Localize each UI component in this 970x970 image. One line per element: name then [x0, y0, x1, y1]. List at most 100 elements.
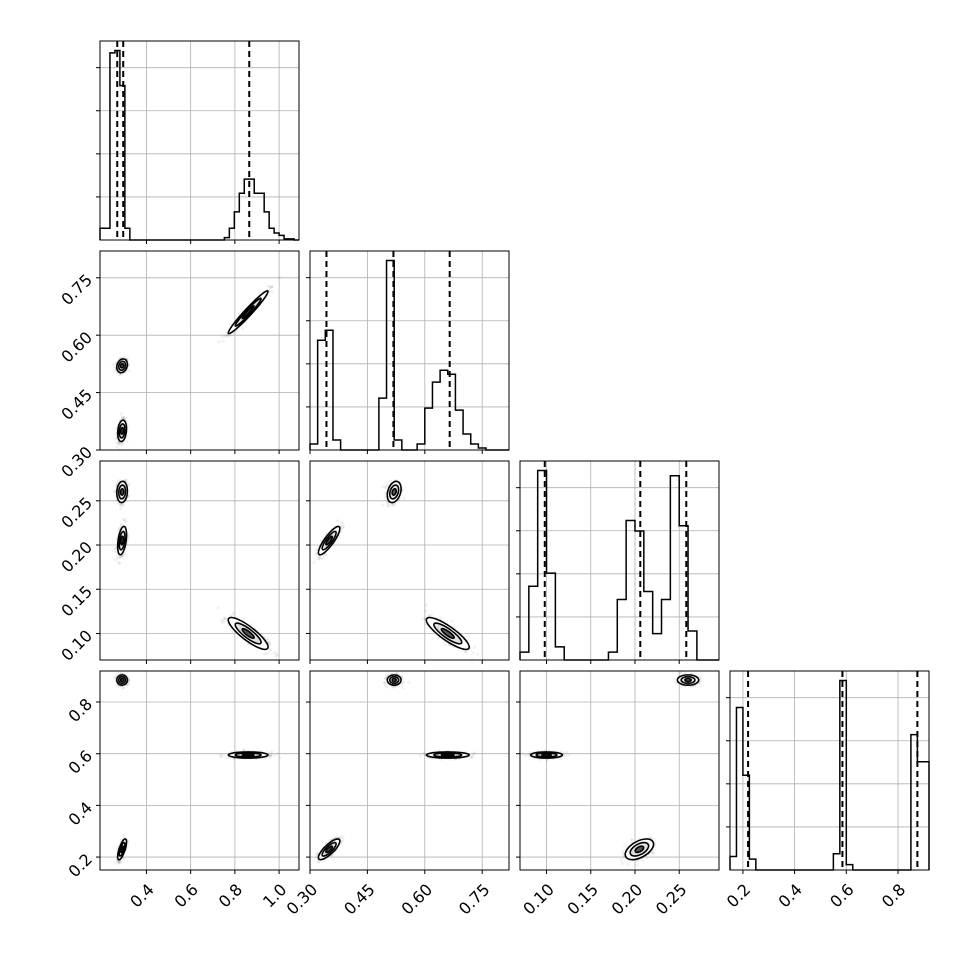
scatter-point: [319, 556, 323, 561]
scatter-point: [119, 522, 123, 526]
scatter-point: [265, 750, 270, 754]
scatter-point: [620, 861, 625, 865]
scatter-point: [520, 752, 525, 756]
contour-inner: [119, 362, 125, 369]
contour-inner: [325, 535, 334, 546]
scatter-point: [624, 858, 628, 863]
scatter-point: [407, 680, 411, 684]
scatter-point: [317, 556, 321, 560]
scatter-point: [268, 643, 272, 647]
x-tick-label: 0.20: [608, 880, 647, 919]
scatter-point: [112, 676, 116, 680]
scatter-point: [117, 561, 121, 565]
panel-frame: [99, 670, 300, 871]
scatter-point: [116, 441, 120, 445]
scatter-point: [114, 550, 118, 554]
scatter-point: [277, 275, 282, 279]
scatter-point: [423, 608, 428, 613]
scatter-point: [674, 680, 678, 684]
panel-frame: [309, 250, 510, 451]
x-tick-label: 0.15: [563, 880, 602, 919]
scatter-point: [383, 680, 387, 685]
scatter-point: [316, 557, 320, 561]
scatter-point: [652, 837, 656, 841]
scatter-panel-3-2: 0.10 0.15 0.20 0.25: [516, 670, 720, 919]
scatter-point: [471, 752, 475, 757]
scatter-point: [318, 555, 322, 559]
contour-inner: [119, 487, 125, 496]
scatter-point: [122, 517, 126, 521]
scatter-point: [225, 334, 229, 338]
panel-frame: [519, 460, 720, 661]
scatter-point: [386, 503, 391, 507]
contour-inner: [241, 627, 255, 640]
panel-frame: [99, 250, 300, 451]
scatter-point: [640, 858, 644, 862]
scatter-panel-3-0: 0.20.40.60.80.4 0.6 0.8 1.0: [65, 670, 300, 911]
scatter-point: [321, 556, 326, 560]
scatter-point: [651, 851, 655, 856]
scatter-point: [270, 290, 274, 294]
contour-inner: [391, 677, 398, 683]
scatter-point: [383, 486, 387, 490]
contours: [116, 290, 269, 443]
scatter-point: [391, 685, 395, 689]
scatter-point: [125, 356, 130, 361]
scatter-point: [418, 754, 422, 758]
scatter-point: [114, 498, 118, 502]
histogram-panel-2: [516, 460, 720, 664]
x-tick-label: 0.2: [723, 880, 754, 911]
scatter-point: [269, 648, 273, 652]
scatter-point: [683, 671, 687, 675]
scatter-point: [115, 445, 119, 449]
histogram-steps-3: [729, 679, 930, 871]
scatter-point: [424, 603, 429, 607]
histogram-panel-1: [306, 250, 510, 454]
scatter-point: [340, 520, 344, 525]
scatter-point: [339, 835, 343, 839]
scatter-point: [400, 682, 405, 686]
scatter-points: [520, 671, 703, 867]
scatter-point: [317, 861, 321, 865]
scatter-point: [117, 372, 121, 376]
scatter-point: [629, 837, 634, 842]
scatter-point: [678, 671, 682, 675]
scatter-point: [395, 671, 399, 675]
scatter-point: [220, 618, 224, 623]
scatter-point: [274, 655, 278, 659]
scatter-point: [315, 853, 319, 857]
scatter-point: [383, 681, 387, 685]
scatter-point: [622, 855, 626, 859]
scatter-point: [121, 416, 125, 420]
panel-frame: [729, 670, 930, 871]
panel-frame: [519, 670, 720, 871]
scatter-point: [265, 652, 269, 656]
scatter-point: [120, 502, 125, 507]
scatter-point: [276, 752, 280, 756]
scatter-point: [276, 653, 280, 657]
scatter-point: [274, 652, 279, 656]
scatter-point: [122, 416, 126, 420]
contour-inner: [391, 487, 398, 496]
scatter-point: [127, 363, 132, 367]
scatter-point: [224, 617, 228, 621]
scatter-point: [117, 561, 121, 565]
scatter-point: [120, 441, 124, 446]
contour-inner: [119, 845, 125, 854]
scatter-point: [121, 416, 126, 420]
scatter-point: [115, 556, 119, 560]
scatter-point: [263, 652, 267, 656]
scatter-point: [121, 503, 126, 508]
scatter-point: [422, 751, 426, 755]
scatter-point: [384, 685, 389, 689]
scatter-point: [314, 547, 318, 552]
contours: [116, 674, 269, 861]
scatter-point: [119, 507, 123, 511]
scatter-point: [698, 679, 703, 683]
scatter-point: [125, 440, 129, 444]
histogram-panel-0: [96, 40, 300, 244]
x-tick-label: 0.10: [519, 880, 558, 919]
y-tick-label: 0.4: [65, 798, 96, 829]
y-tick-label: 0.20: [57, 538, 96, 577]
